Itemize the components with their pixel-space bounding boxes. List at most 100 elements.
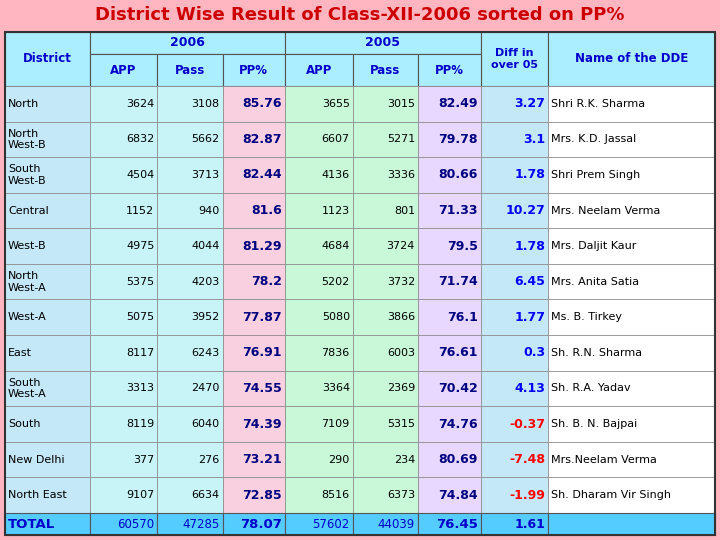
Text: 70.42: 70.42 — [438, 382, 477, 395]
Text: 4203: 4203 — [192, 276, 220, 287]
Bar — [353, 335, 418, 370]
Bar — [480, 193, 548, 228]
Text: 8516: 8516 — [322, 490, 350, 500]
Bar — [5, 264, 90, 300]
Bar — [548, 32, 715, 86]
Text: 4044: 4044 — [192, 241, 220, 251]
Text: West-A: West-A — [8, 312, 47, 322]
Bar — [158, 157, 222, 193]
Bar — [353, 86, 418, 122]
Text: South
West-B: South West-B — [8, 164, 47, 186]
Bar — [222, 228, 285, 264]
Bar — [90, 335, 158, 370]
Bar — [285, 335, 353, 370]
Text: Name of the DDE: Name of the DDE — [575, 52, 688, 65]
Bar — [222, 193, 285, 228]
Bar — [90, 300, 158, 335]
Bar — [548, 370, 715, 406]
Bar — [0, 0, 720, 30]
Bar — [222, 442, 285, 477]
Bar — [480, 513, 548, 535]
Bar — [548, 406, 715, 442]
Bar — [5, 86, 90, 122]
Bar — [548, 86, 715, 122]
Bar — [418, 264, 480, 300]
Text: 3336: 3336 — [387, 170, 415, 180]
Text: 79.5: 79.5 — [446, 240, 477, 253]
Bar — [548, 513, 715, 535]
Bar — [353, 442, 418, 477]
Bar — [548, 335, 715, 370]
Text: East: East — [8, 348, 32, 358]
Text: 6.45: 6.45 — [514, 275, 545, 288]
Bar — [418, 477, 480, 513]
Text: 801: 801 — [394, 206, 415, 215]
Text: Central: Central — [8, 206, 49, 215]
Bar — [285, 32, 480, 54]
Text: 2470: 2470 — [192, 383, 220, 394]
Text: 6243: 6243 — [192, 348, 220, 358]
Bar — [285, 513, 353, 535]
Bar — [480, 406, 548, 442]
Text: District Wise Result of Class-XII-2006 sorted on PP%: District Wise Result of Class-XII-2006 s… — [95, 6, 625, 24]
Bar — [548, 264, 715, 300]
Text: Sh. R.A. Yadav: Sh. R.A. Yadav — [552, 383, 631, 394]
Text: New Delhi: New Delhi — [8, 455, 65, 464]
Bar — [285, 477, 353, 513]
Text: 72.85: 72.85 — [243, 489, 282, 502]
Text: 85.76: 85.76 — [243, 97, 282, 110]
Bar — [480, 300, 548, 335]
Text: Sh. R.N. Sharma: Sh. R.N. Sharma — [552, 348, 642, 358]
Bar — [90, 264, 158, 300]
Text: 5271: 5271 — [387, 134, 415, 144]
Bar — [353, 264, 418, 300]
Bar — [222, 122, 285, 157]
Text: Ms. B. Tirkey: Ms. B. Tirkey — [552, 312, 622, 322]
Text: 6634: 6634 — [192, 490, 220, 500]
Text: 82.87: 82.87 — [243, 133, 282, 146]
Text: 8119: 8119 — [126, 419, 154, 429]
Bar — [480, 32, 548, 86]
Text: 4504: 4504 — [126, 170, 154, 180]
Bar — [90, 86, 158, 122]
Bar — [353, 157, 418, 193]
Bar — [285, 122, 353, 157]
Text: 1152: 1152 — [126, 206, 154, 215]
Bar — [5, 122, 90, 157]
Text: 82.44: 82.44 — [243, 168, 282, 181]
Text: South
West-A: South West-A — [8, 377, 47, 399]
Bar — [353, 477, 418, 513]
Bar — [5, 442, 90, 477]
Bar — [418, 193, 480, 228]
Text: South: South — [8, 419, 40, 429]
Bar — [90, 157, 158, 193]
Text: 81.6: 81.6 — [251, 204, 282, 217]
Text: -7.48: -7.48 — [509, 453, 545, 466]
Text: 74.76: 74.76 — [438, 417, 477, 430]
Text: 940: 940 — [198, 206, 220, 215]
Text: 290: 290 — [328, 455, 350, 464]
Text: 3624: 3624 — [126, 99, 154, 109]
Bar — [158, 86, 222, 122]
Bar — [285, 406, 353, 442]
Bar — [5, 370, 90, 406]
Bar — [158, 122, 222, 157]
Text: 3866: 3866 — [387, 312, 415, 322]
Bar — [158, 406, 222, 442]
Text: 5375: 5375 — [126, 276, 154, 287]
Bar — [353, 300, 418, 335]
Text: 2006: 2006 — [170, 37, 204, 50]
Bar — [90, 193, 158, 228]
Bar — [90, 406, 158, 442]
Text: 4.13: 4.13 — [514, 382, 545, 395]
Text: District: District — [23, 52, 72, 65]
Bar — [548, 442, 715, 477]
Bar — [5, 335, 90, 370]
Text: Mrs. Anita Satia: Mrs. Anita Satia — [552, 276, 639, 287]
Bar — [158, 193, 222, 228]
Bar — [90, 370, 158, 406]
Bar — [285, 54, 353, 86]
Text: 4136: 4136 — [322, 170, 350, 180]
Bar — [90, 442, 158, 477]
Text: 3015: 3015 — [387, 99, 415, 109]
